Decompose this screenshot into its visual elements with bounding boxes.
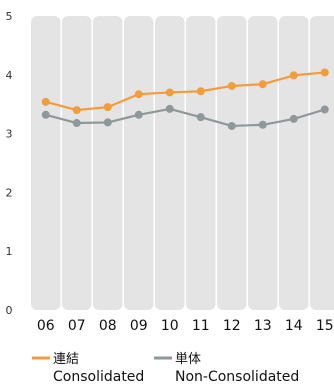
column-band-10: [155, 16, 185, 310]
column-band-15: [310, 16, 334, 310]
x-tick-label: 09: [130, 318, 148, 334]
legend-label-consolidated-jp: 連結: [53, 352, 79, 367]
x-tick-label: 12: [223, 318, 241, 334]
y-tick-label: 1: [6, 245, 13, 258]
y-tick-label: 3: [6, 128, 13, 141]
x-tick-label: 11: [192, 318, 210, 334]
column-band-11: [186, 16, 216, 310]
data-point-consolidated-11: [196, 87, 205, 96]
data-point-non-consolidated-06: [41, 110, 50, 119]
data-point-non-consolidated-07: [72, 119, 81, 128]
column-band-09: [124, 16, 154, 310]
legend-label-non-consolidated-en: Non-Consolidated: [175, 369, 299, 385]
data-point-consolidated-07: [72, 106, 81, 115]
data-point-non-consolidated-15: [320, 105, 329, 114]
data-point-consolidated-09: [134, 90, 143, 99]
series-lines: [45, 71, 326, 128]
x-tick-label: 15: [316, 318, 334, 334]
x-tick-label: 07: [68, 318, 86, 334]
legend-label-consolidated-en: Consolidated: [53, 369, 144, 385]
y-tick-label: 5: [6, 10, 13, 23]
column-band-07: [62, 16, 92, 310]
column-band-13: [248, 16, 278, 310]
x-tick-label: 06: [37, 318, 55, 334]
legend-item-non-consolidated: 単体 Non-Consolidated: [154, 351, 299, 385]
data-point-consolidated-13: [258, 80, 267, 89]
column-band-12: [217, 16, 247, 310]
y-tick-label: 2: [6, 186, 13, 199]
data-point-non-consolidated-14: [289, 114, 298, 123]
x-axis: 06 07 08 09 10 11 12 13 14 15: [37, 318, 334, 334]
x-tick-label: 13: [254, 318, 272, 334]
column-band-06: [31, 16, 61, 310]
y-axis: 0 1 2 3 4 5: [6, 10, 13, 317]
series-line-consolidated: [45, 71, 325, 112]
column-bands: [31, 16, 334, 310]
data-point-consolidated-06: [41, 97, 50, 106]
data-point-non-consolidated-13: [258, 120, 267, 129]
x-tick-label: 14: [285, 318, 303, 334]
series-line-non-consolidated: [45, 107, 326, 128]
y-tick-label: 4: [6, 69, 13, 82]
data-point-non-consolidated-12: [227, 121, 236, 130]
data-point-non-consolidated-09: [134, 110, 143, 119]
column-band-14: [279, 16, 309, 310]
data-point-non-consolidated-10: [165, 104, 174, 113]
column-band-08: [93, 16, 123, 310]
y-tick-label: 0: [6, 304, 13, 317]
data-point-consolidated-12: [227, 81, 236, 90]
legend-label-non-consolidated-jp: 単体: [175, 351, 201, 367]
x-tick-label: 10: [161, 318, 179, 334]
legend: 連結 Consolidated 単体 Non-Consolidated: [32, 351, 299, 385]
data-point-non-consolidated-11: [196, 113, 205, 122]
data-point-consolidated-10: [165, 88, 174, 97]
data-point-consolidated-15: [320, 68, 329, 77]
legend-item-consolidated: 連結 Consolidated: [32, 352, 144, 385]
x-tick-label: 08: [99, 318, 117, 334]
series-points: [41, 68, 329, 130]
data-point-non-consolidated-08: [103, 118, 112, 127]
data-point-consolidated-08: [103, 103, 112, 112]
data-point-consolidated-14: [289, 71, 298, 80]
